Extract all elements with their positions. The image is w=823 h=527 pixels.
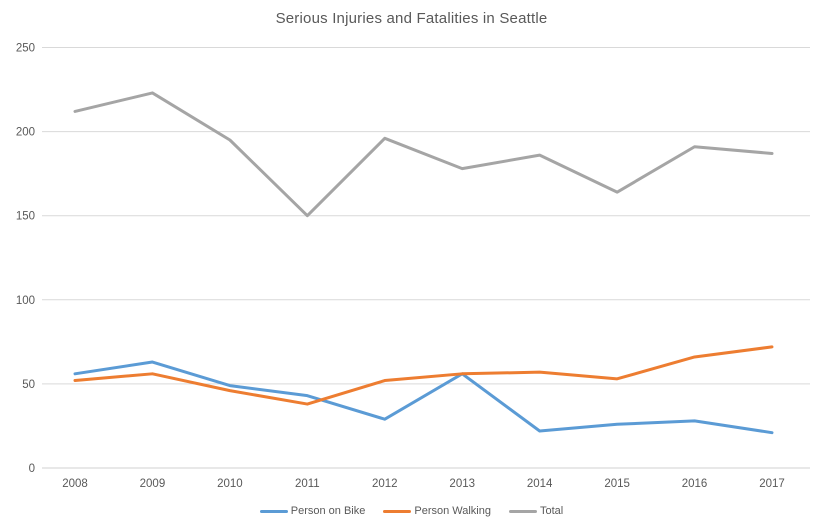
legend-item-person-on-bike: Person on Bike	[259, 505, 366, 517]
legend-item-total: Total	[508, 505, 564, 517]
x-tick-label: 2013	[449, 478, 475, 490]
legend-line-marker-total	[508, 509, 537, 513]
series-line-person-walking	[73, 345, 774, 406]
legend-line-marker-person-walking	[383, 509, 412, 513]
y-tick-label: 50	[22, 379, 35, 391]
x-tick-label: 2015	[604, 478, 630, 490]
y-tick-label: 200	[16, 127, 35, 139]
series-line-person-on-bike	[73, 360, 774, 435]
y-tick-label: 250	[16, 43, 35, 55]
y-tick-label: 150	[16, 211, 35, 223]
legend-label-person-walking: Person Walking	[414, 505, 491, 517]
legend-item-person-walking: Person Walking	[383, 505, 491, 517]
legend-line-marker-person-on-bike	[259, 509, 288, 513]
chart-title: Serious Injuries and Fatalities in Seatt…	[275, 10, 548, 27]
x-tick-label: 2008	[62, 478, 88, 490]
x-tick-label: 2017	[759, 478, 785, 490]
legend: Person on Bike Person Walking Total	[0, 505, 823, 517]
y-tick-label: 100	[16, 295, 35, 307]
y-tick-label: 0	[29, 463, 35, 475]
x-tick-label: 2009	[140, 478, 166, 490]
legend-label-person-on-bike: Person on Bike	[290, 505, 366, 517]
legend-label-total: Total	[539, 505, 564, 517]
x-tick-label: 2010	[217, 478, 243, 490]
x-tick-label: 2016	[682, 478, 708, 490]
x-tick-label: 2014	[527, 478, 553, 490]
x-tick-label: 2012	[372, 478, 398, 490]
series-line-total	[73, 91, 774, 218]
x-tick-label: 2011	[295, 478, 320, 490]
